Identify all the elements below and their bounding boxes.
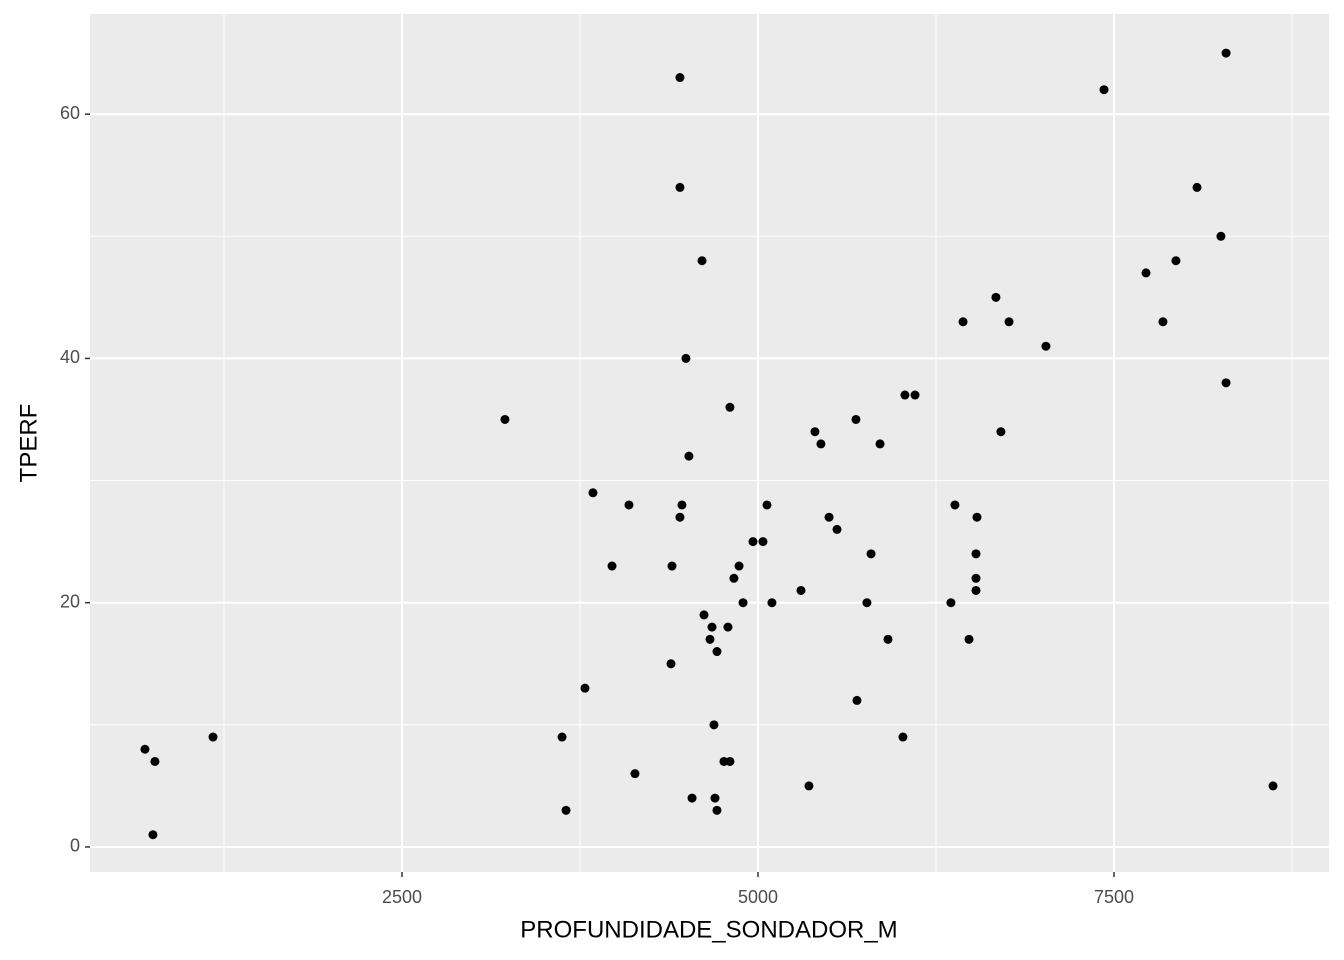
point: [964, 634, 974, 644]
point: [588, 488, 598, 498]
x-tick-label: 5000: [738, 887, 778, 907]
point: [725, 402, 735, 412]
point: [972, 512, 982, 522]
y-tick-label: 0: [70, 836, 80, 856]
point: [1216, 231, 1226, 241]
point: [1099, 85, 1109, 95]
point: [910, 390, 920, 400]
point: [824, 512, 834, 522]
point: [630, 769, 640, 779]
point: [738, 598, 748, 608]
point: [500, 414, 510, 424]
point: [852, 695, 862, 705]
point: [810, 427, 820, 437]
point: [666, 659, 676, 669]
point: [900, 390, 910, 400]
point: [1041, 341, 1051, 351]
point: [697, 256, 707, 266]
x-tick-label: 7500: [1094, 887, 1134, 907]
point: [816, 439, 826, 449]
point: [684, 451, 694, 461]
point: [150, 756, 160, 766]
point: [804, 781, 814, 791]
point: [748, 537, 758, 547]
point: [996, 427, 1006, 437]
point: [1171, 256, 1181, 266]
point: [1004, 317, 1014, 327]
point: [1268, 781, 1278, 791]
point: [675, 182, 685, 192]
point: [712, 647, 722, 657]
point: [767, 598, 777, 608]
point: [687, 793, 697, 803]
point: [832, 524, 842, 534]
point: [862, 598, 872, 608]
point: [946, 598, 956, 608]
point: [580, 683, 590, 693]
point: [971, 585, 981, 595]
point: [561, 805, 571, 815]
point: [208, 732, 218, 742]
point: [667, 561, 677, 571]
y-tick-label: 40: [60, 347, 80, 367]
point: [866, 549, 876, 559]
point: [557, 732, 567, 742]
point: [1141, 268, 1151, 278]
point: [1221, 48, 1231, 58]
plot-panel: [90, 14, 1329, 872]
point: [729, 573, 739, 583]
point: [675, 512, 685, 522]
point: [762, 500, 772, 510]
point: [1192, 182, 1202, 192]
point: [971, 549, 981, 559]
point: [851, 414, 861, 424]
point: [1158, 317, 1168, 327]
point: [712, 805, 722, 815]
x-tick-label: 2500: [382, 887, 422, 907]
point: [699, 610, 709, 620]
y-tick-label: 20: [60, 591, 80, 611]
point: [875, 439, 885, 449]
point: [1221, 378, 1231, 388]
point: [958, 317, 968, 327]
point: [140, 744, 150, 754]
point: [607, 561, 617, 571]
point: [709, 720, 719, 730]
point: [796, 585, 806, 595]
point: [710, 793, 720, 803]
point: [971, 573, 981, 583]
point: [758, 537, 768, 547]
point: [734, 561, 744, 571]
point: [705, 634, 715, 644]
point: [624, 500, 634, 510]
point: [675, 73, 685, 83]
point: [725, 756, 735, 766]
point: [723, 622, 733, 632]
point: [148, 830, 158, 840]
x-axis-title: PROFUNDIDADE_SONDADOR_M: [520, 916, 897, 943]
y-axis-title: TPERF: [15, 404, 42, 483]
point: [991, 292, 1001, 302]
point: [950, 500, 960, 510]
y-tick-label: 60: [60, 103, 80, 123]
point: [681, 353, 691, 363]
point: [883, 634, 893, 644]
point: [707, 622, 717, 632]
point: [677, 500, 687, 510]
point: [898, 732, 908, 742]
